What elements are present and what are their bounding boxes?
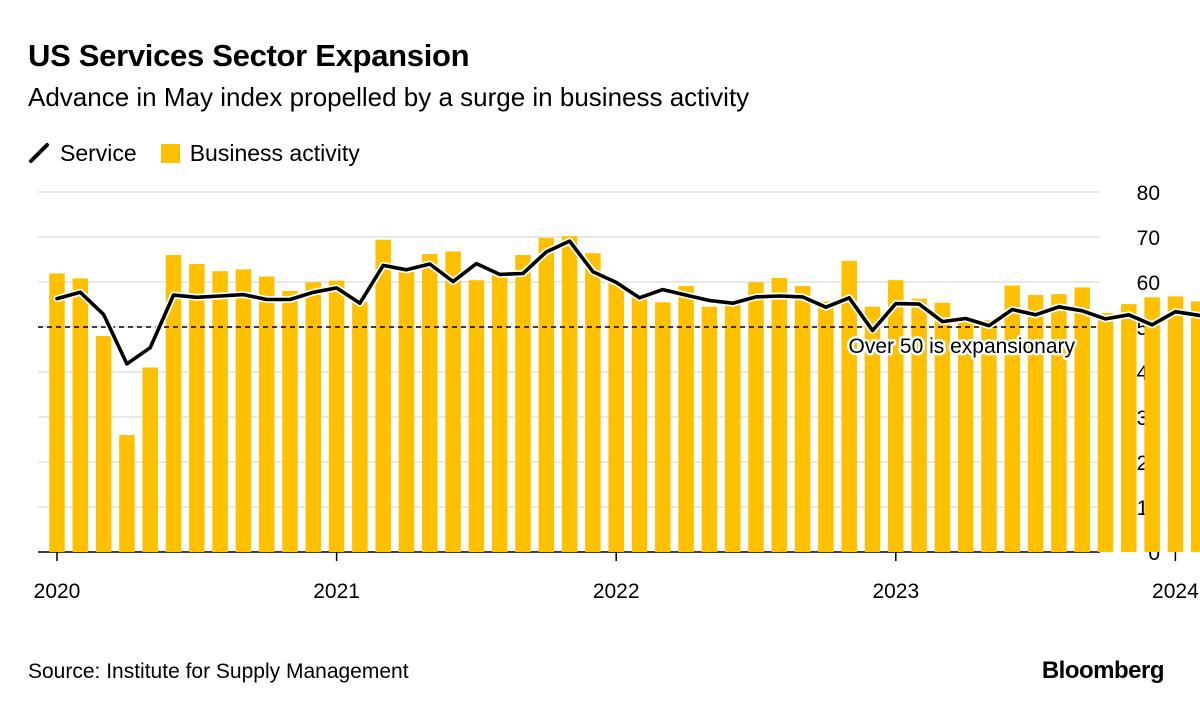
- chart-title: US Services Sector Expansion: [28, 38, 470, 73]
- bar: [142, 367, 158, 552]
- bar: [1027, 295, 1044, 552]
- bar: [701, 306, 718, 552]
- legend: Service Business activity: [28, 138, 384, 168]
- x-tick-label: 2021: [313, 580, 360, 603]
- bar: [771, 277, 788, 552]
- bar: [888, 280, 904, 552]
- reference-annotation: Over 50 is expansionary: [849, 335, 1076, 358]
- bar: [538, 237, 555, 552]
- bar: [1004, 285, 1021, 552]
- bar: [841, 260, 857, 552]
- bar: [748, 282, 764, 552]
- y-tick-label: 80: [1137, 182, 1160, 205]
- bar: [981, 320, 997, 552]
- legend-label-business-activity: Business activity: [189, 139, 360, 166]
- legend-item-business-activity: Business activity: [160, 139, 360, 167]
- bar: [1097, 313, 1114, 552]
- bar: [305, 282, 322, 552]
- bar: [328, 280, 345, 552]
- bar: [655, 302, 671, 552]
- bar: [724, 299, 741, 552]
- bar: [282, 291, 298, 552]
- source-note: Source: Institute for Supply Management: [28, 660, 409, 683]
- line-swatch-icon: [29, 143, 49, 163]
- bar: [561, 236, 578, 552]
- bar: [189, 264, 205, 552]
- brand-logo: Bloomberg: [1041, 657, 1165, 684]
- bar: [468, 280, 485, 552]
- bar: [864, 306, 881, 552]
- bar: [631, 297, 648, 552]
- y-tick-label: 60: [1137, 272, 1160, 295]
- bar: [375, 239, 391, 552]
- bar: [165, 255, 182, 552]
- chart-subtitle: Advance in May index propelled by a surg…: [28, 82, 750, 112]
- bar: [49, 273, 65, 552]
- bar: [491, 271, 508, 552]
- bar: [678, 286, 694, 552]
- x-tick-label: 2020: [34, 580, 81, 603]
- x-tick-label: 2023: [872, 580, 919, 603]
- bar: [515, 255, 531, 552]
- bar: [445, 251, 461, 552]
- bar: [212, 271, 228, 552]
- bar: [957, 318, 974, 552]
- bar: [119, 435, 135, 552]
- bar: [1144, 297, 1160, 552]
- bar: [1121, 304, 1137, 552]
- bar: [608, 282, 624, 552]
- series-line-service: [55, 239, 1200, 366]
- bar: [911, 298, 927, 552]
- bar: [1190, 301, 1200, 552]
- bar: [585, 253, 601, 552]
- bar: [95, 336, 112, 552]
- bar: [422, 254, 438, 552]
- x-tick-label: 2022: [593, 580, 640, 603]
- bar: [235, 269, 252, 552]
- bar: [934, 302, 951, 552]
- bar: [818, 301, 834, 552]
- bar: [258, 276, 275, 552]
- bar: [1167, 296, 1184, 552]
- legend-label-service: Service: [60, 139, 137, 166]
- bar-swatch-icon: [160, 143, 180, 163]
- bar: [1051, 294, 1067, 552]
- y-tick-label: 70: [1137, 227, 1160, 250]
- bar: [352, 302, 368, 552]
- y-tick-label: 0: [1148, 542, 1160, 565]
- x-tick-label: 2024: [1152, 580, 1199, 603]
- bar: [1074, 287, 1090, 552]
- bar: [398, 269, 415, 552]
- bar: [794, 286, 811, 552]
- legend-item-service: Service: [28, 140, 137, 167]
- bar: [72, 278, 89, 552]
